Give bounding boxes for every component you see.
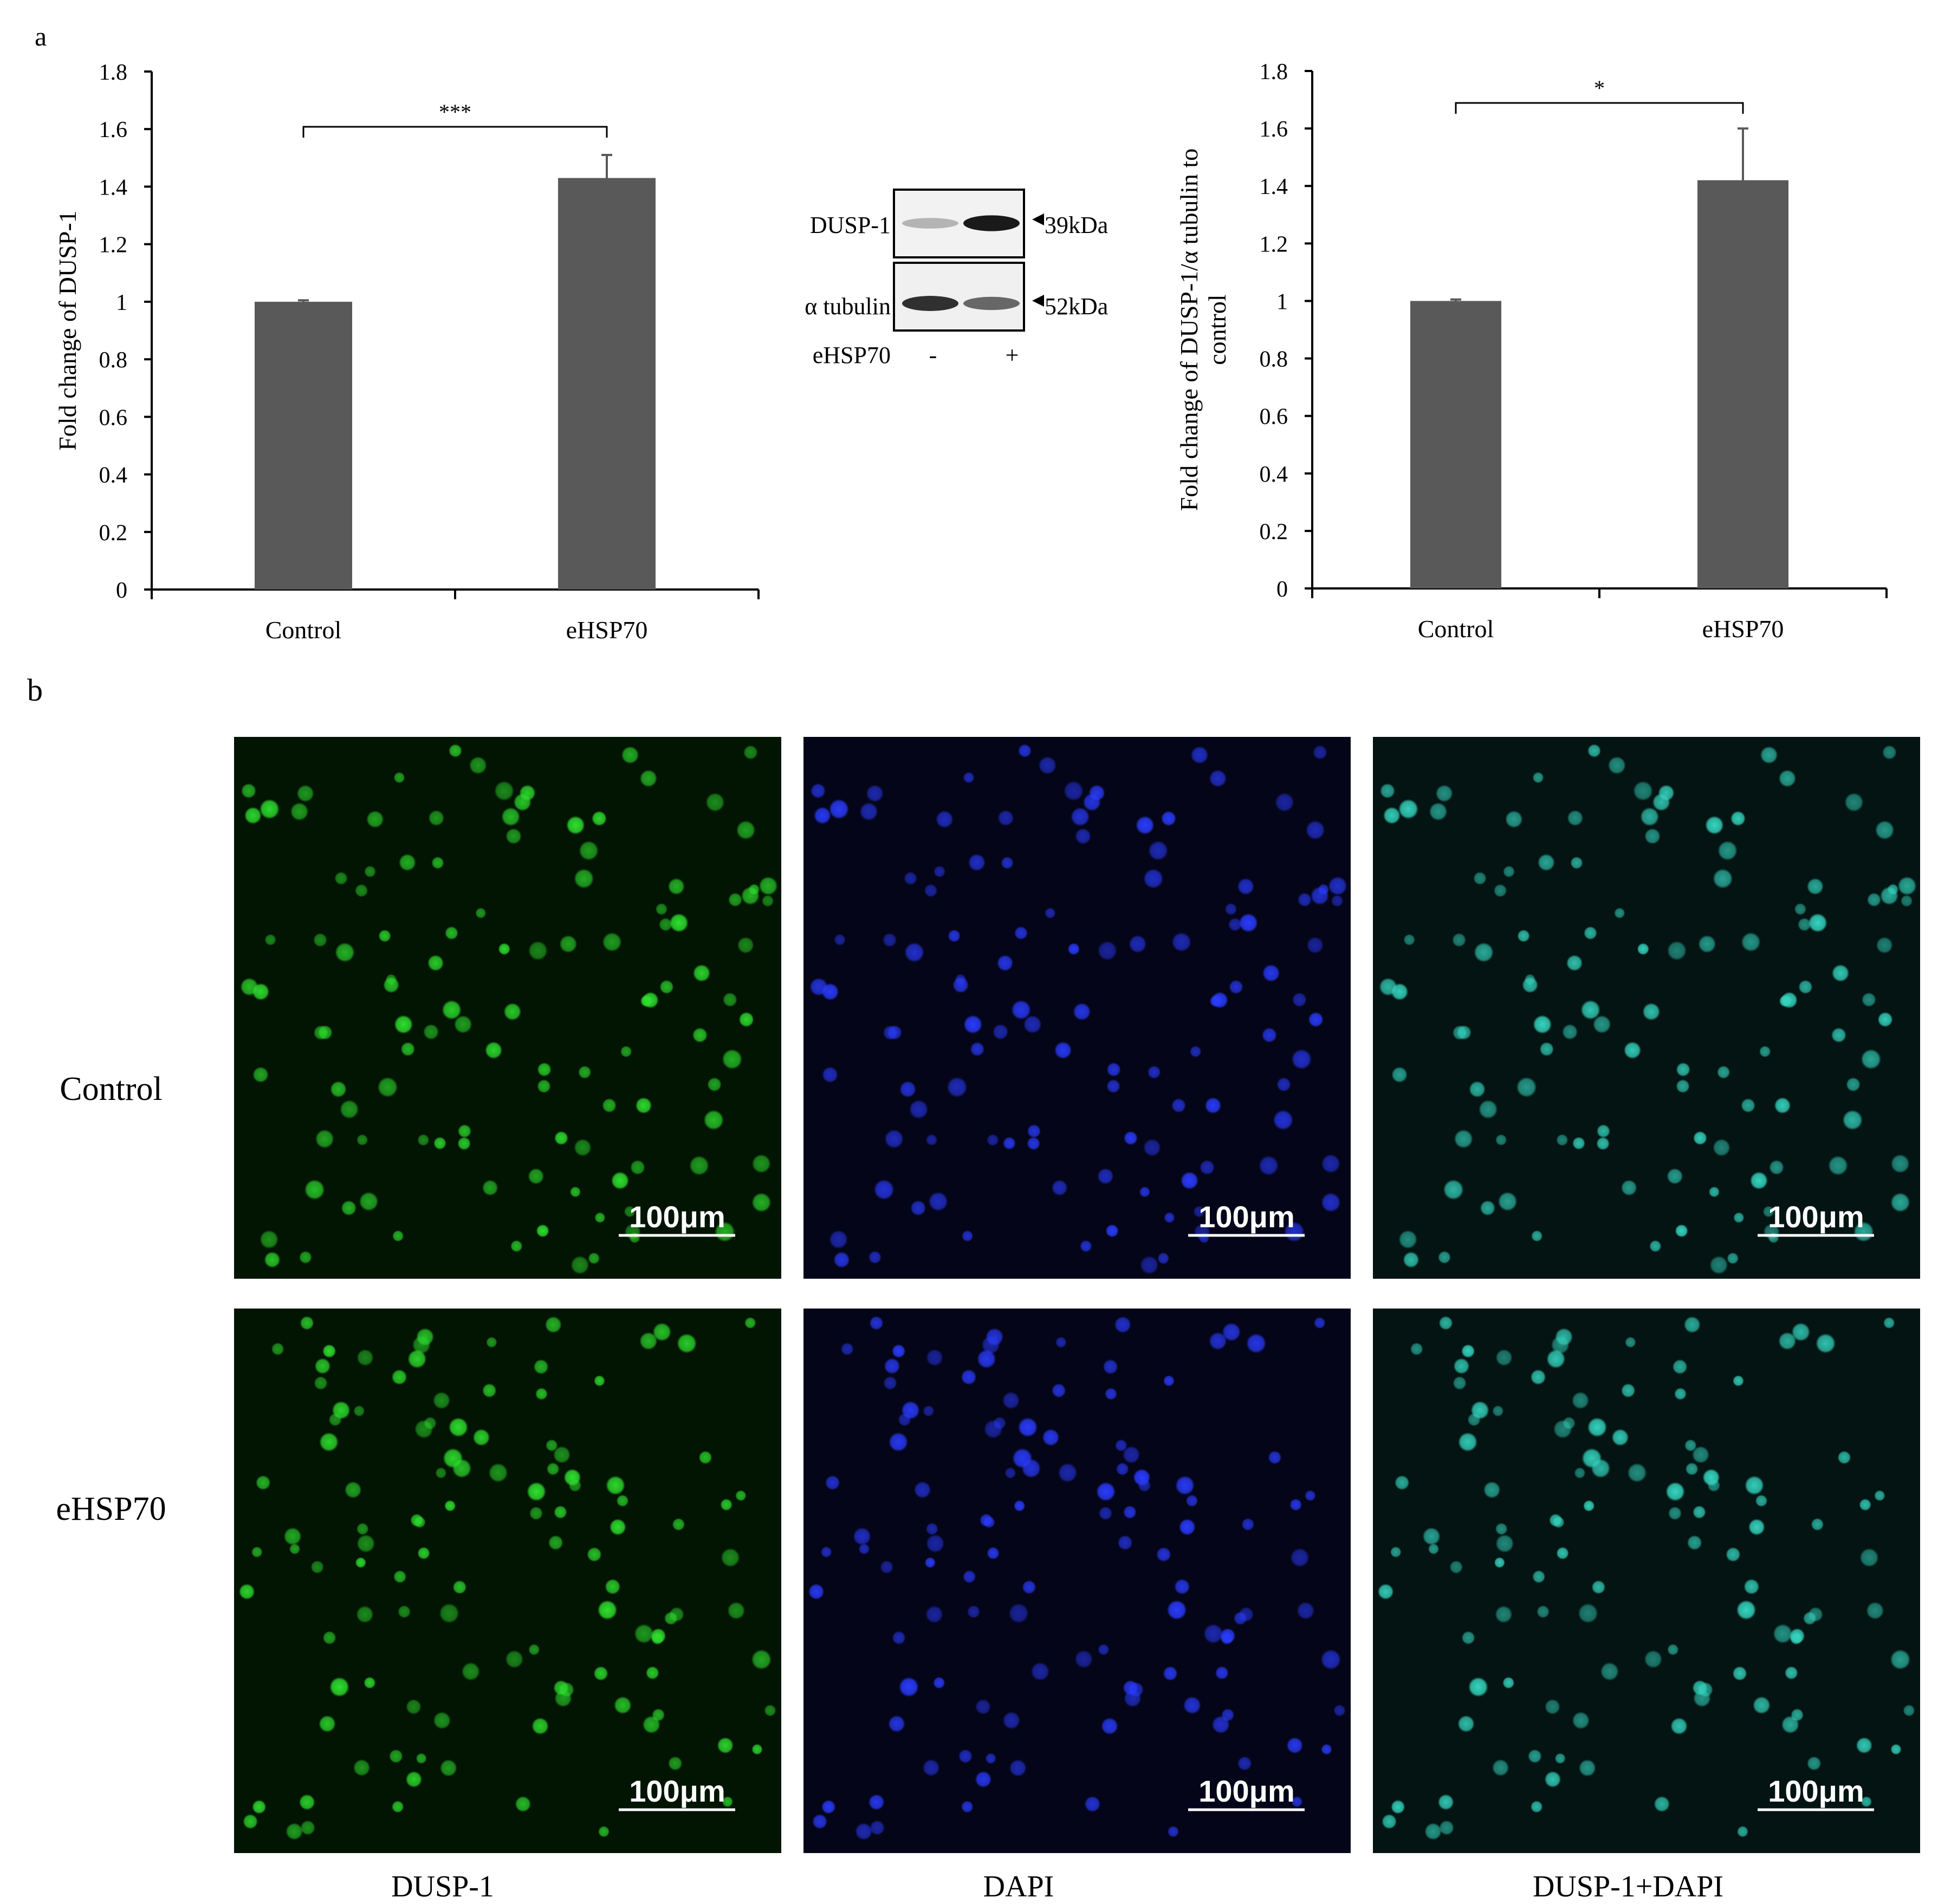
left-chart-y-tick-label: 1.6 xyxy=(99,118,128,143)
marker-label-39kda: 39kDa xyxy=(1045,212,1108,238)
blot-band xyxy=(963,215,1020,231)
right-chart-y-axis-label: Fold change of DUSP-1/α tubulin to xyxy=(1175,148,1203,511)
left-chart-y-tick-label: 0.6 xyxy=(99,405,128,430)
cell-nuclei xyxy=(809,744,1347,1274)
right-chart-y-axis-label: control xyxy=(1203,294,1231,365)
lane-label-minus: - xyxy=(929,342,937,368)
right-chart-y-tick-label: 1.4 xyxy=(1260,174,1288,199)
blot-frame-tubulin xyxy=(893,262,1025,332)
right-chart-y-tick-label: 0.2 xyxy=(1260,520,1288,545)
scale-bar-label: 100μm xyxy=(1198,1774,1295,1808)
micrograph-ehsp70-dapi: 100μm xyxy=(803,1309,1351,1853)
row-label-control: Control xyxy=(60,1071,163,1108)
right-chart-bar-ehsp70 xyxy=(1697,180,1788,589)
right-chart-y-tick-label: 1.6 xyxy=(1260,117,1288,142)
left-chart-significance-bracket xyxy=(302,126,608,138)
right-chart-y-tick-label: 1.8 xyxy=(1260,60,1288,85)
right-chart-y-tick-label: 0.6 xyxy=(1260,405,1288,430)
right-bar-chart: 0 0.2 0.4 0.6 0.8 1 1.2 1.4 1.6 1.8 Control eHSP70 *… xyxy=(1175,60,1888,643)
panel-b-label: b xyxy=(27,672,43,708)
micrograph-background xyxy=(234,1309,781,1853)
left-chart-error-bar-control xyxy=(298,299,309,305)
cell-nuclei xyxy=(808,1316,1346,1840)
right-chart-error-bar-control xyxy=(1450,298,1461,304)
left-chart-y-tick-label: 0 xyxy=(116,578,127,603)
left-chart-y-axis-label: Fold change of DUSP-1 xyxy=(54,210,81,450)
row-label-ehsp70: eHSP70 xyxy=(56,1491,166,1527)
left-chart-y-tick-label: 1.4 xyxy=(99,175,128,200)
marker-arrow-52kda xyxy=(1032,295,1044,307)
right-chart-y-tick-label: 0.8 xyxy=(1260,347,1288,372)
cell-nuclei xyxy=(240,744,778,1274)
cell-nuclei xyxy=(1377,1316,1915,1840)
marker-arrow-39kda xyxy=(1032,213,1044,225)
blot-treatment-label: eHSP70 xyxy=(813,342,891,368)
right-chart-y-tick-label: 0 xyxy=(1276,577,1288,602)
scale-bar-label: 100μm xyxy=(1198,1200,1295,1234)
western-blot: DUSP-1 α tubulin eHSP70 39kDa 52kDa - + xyxy=(805,189,1108,368)
right-chart-x-tick-label: eHSP70 xyxy=(1702,615,1784,643)
scale-bar-label: 100μm xyxy=(1768,1774,1864,1808)
blot-band xyxy=(902,218,958,229)
right-chart-x-tick-label: Control xyxy=(1418,615,1494,643)
left-chart-x-tick-label: eHSP70 xyxy=(566,616,648,644)
micrograph-control-merge: 100μm xyxy=(1373,737,1920,1279)
column-label-merge: DUSP-1+DAPI xyxy=(1532,1870,1724,1903)
right-chart-significance-bracket xyxy=(1455,102,1744,114)
left-chart-y-tick-label: 1.2 xyxy=(99,233,128,258)
micrograph-control-dusp1: 100μm xyxy=(234,737,781,1279)
blot-band xyxy=(963,296,1020,310)
micrograph-ehsp70-merge: 100μm xyxy=(1373,1309,1920,1853)
marker-label-52kda: 52kDa xyxy=(1045,293,1108,320)
panel-a-label: a xyxy=(35,21,47,51)
left-chart-y-tick-label: 0.8 xyxy=(99,348,128,373)
cell-nuclei xyxy=(238,1316,776,1840)
scale-bar-label: 100μm xyxy=(629,1200,725,1234)
right-chart-significance-label: * xyxy=(1594,76,1605,100)
scale-bar-label: 100μm xyxy=(629,1774,725,1808)
left-chart-significance-label: *** xyxy=(439,100,471,124)
left-bar-chart: 0 0.2 0.4 0.6 0.8 1 1.2 1.4 1.6 1.8 Control eHSP70 *… xyxy=(54,60,760,644)
blot-band xyxy=(902,296,958,311)
column-label-dapi: DAPI xyxy=(983,1870,1054,1903)
right-chart-y-tick-label: 1.2 xyxy=(1260,232,1288,257)
micrograph-background xyxy=(803,1309,1351,1853)
lane-label-plus: + xyxy=(1006,342,1019,368)
blot-row-label-dusp1: DUSP-1 xyxy=(810,212,891,238)
right-chart-error-bar-ehsp70 xyxy=(1738,127,1748,234)
scale-bar-label: 100μm xyxy=(1768,1200,1864,1234)
blot-row-label-tubulin: α tubulin xyxy=(805,293,891,320)
left-chart-bar-control xyxy=(255,301,352,590)
left-chart-bar-ehsp70 xyxy=(558,178,656,590)
right-chart-bar-control xyxy=(1410,301,1501,588)
left-chart-error-bar-ehsp70 xyxy=(601,154,612,202)
right-chart-y-tick-label: 1 xyxy=(1276,289,1288,314)
cell-nuclei xyxy=(1379,744,1917,1274)
micrograph-control-dapi: 100μm xyxy=(803,737,1351,1279)
left-chart-y-tick-label: 1 xyxy=(116,290,127,315)
micrograph-background xyxy=(1373,1309,1920,1853)
left-chart-y-tick-label: 0.2 xyxy=(99,521,128,546)
left-chart-x-tick-label: Control xyxy=(265,616,342,644)
left-chart-y-tick-label: 1.8 xyxy=(99,60,128,85)
micrograph-ehsp70-dusp1: 100μm xyxy=(234,1309,781,1853)
column-label-dusp1: DUSP-1 xyxy=(391,1870,494,1903)
left-chart-y-tick-label: 0.4 xyxy=(99,463,128,488)
right-chart-y-tick-label: 0.4 xyxy=(1260,462,1288,487)
